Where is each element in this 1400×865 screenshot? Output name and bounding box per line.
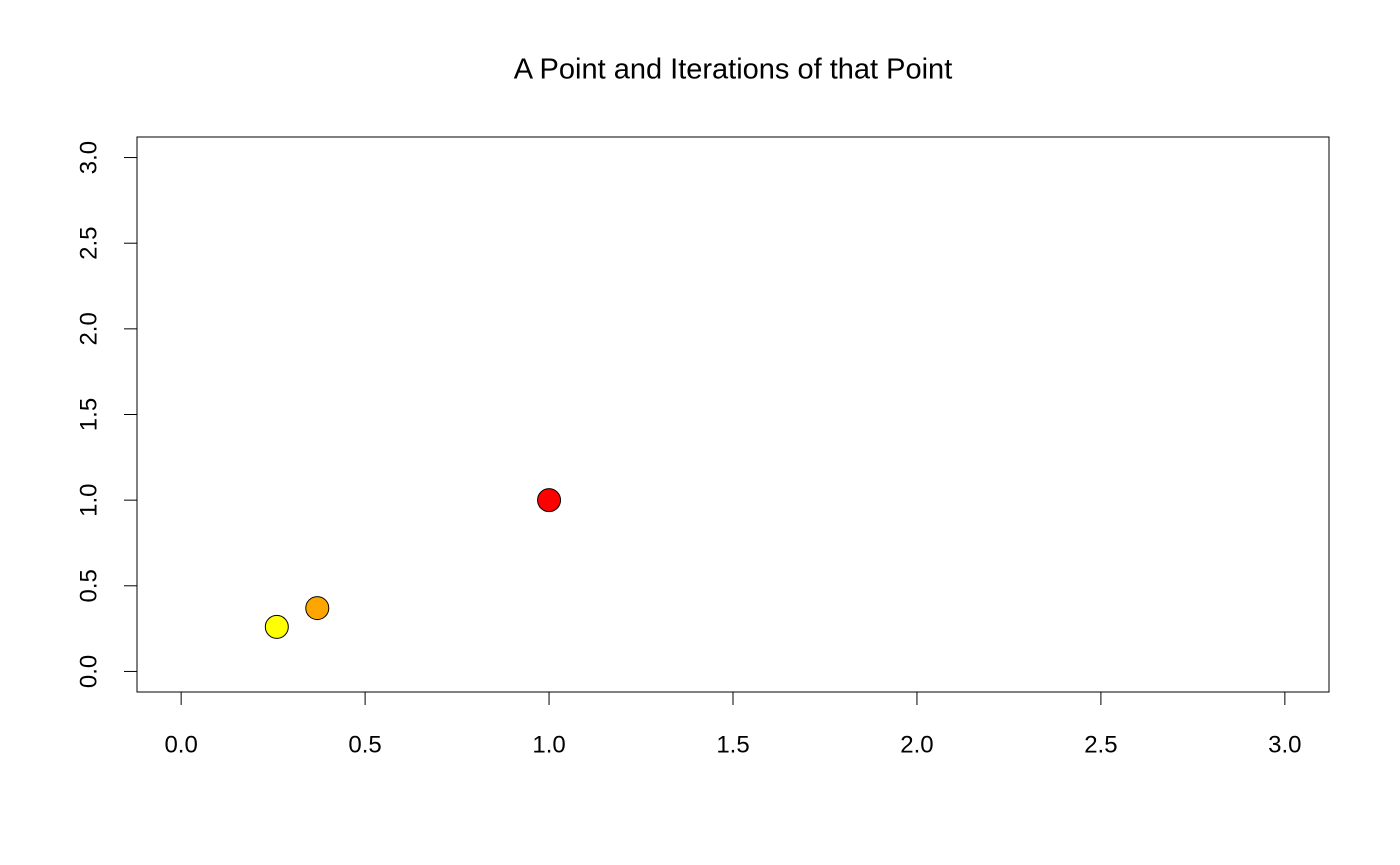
y-tick-label: 2.0 <box>75 312 102 345</box>
x-tick-label: 3.0 <box>1268 731 1301 758</box>
point <box>537 488 562 513</box>
y-tick-label: 1.5 <box>75 398 102 431</box>
x-tick-label: 0.0 <box>164 731 197 758</box>
y-tick-label: 1.0 <box>75 483 102 516</box>
x-tick-label: 1.0 <box>532 731 565 758</box>
y-tick-label: 0.0 <box>75 655 102 688</box>
point <box>305 596 330 621</box>
x-tick-label: 2.5 <box>1084 731 1117 758</box>
chart-title: A Point and Iterations of that Point <box>514 54 953 86</box>
y-tick-label: 0.5 <box>75 569 102 602</box>
x-tick-label: 1.5 <box>716 731 749 758</box>
y-tick-label: 3.0 <box>75 141 102 174</box>
x-tick-label: 2.0 <box>900 731 933 758</box>
y-tick-label: 2.5 <box>75 227 102 260</box>
x-tick-label: 0.5 <box>348 731 381 758</box>
point <box>264 614 289 639</box>
